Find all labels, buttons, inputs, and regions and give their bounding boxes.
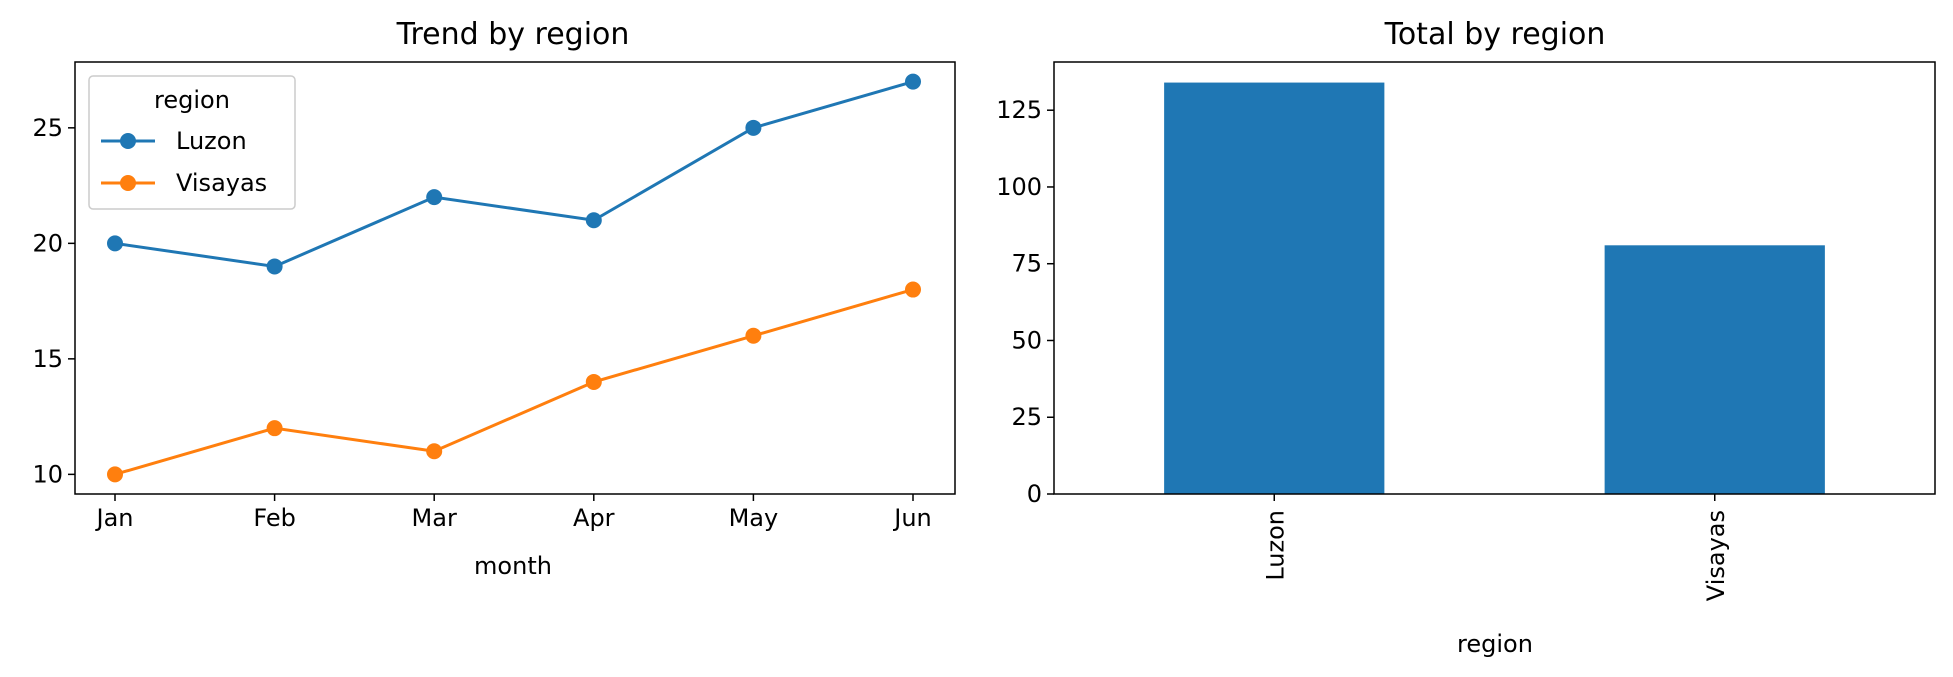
line-chart-x-axis-label: month	[474, 552, 552, 580]
y-tick-label: 0	[1027, 480, 1042, 508]
x-tick-label: Luzon	[1261, 510, 1289, 581]
x-tick-label: Jan	[95, 504, 134, 532]
y-tick-label: 10	[32, 460, 63, 488]
data-point-luzon-feb	[266, 258, 283, 275]
y-tick-label: 25	[1011, 403, 1042, 431]
data-point-luzon-jan	[107, 235, 123, 252]
x-tick-label: Visayas	[1702, 510, 1730, 601]
data-point-luzon-mar	[426, 189, 443, 206]
y-tick-label: 75	[1011, 250, 1042, 278]
legend-box	[88, 75, 296, 210]
legend-label: Visayas	[176, 169, 267, 197]
data-point-luzon-jun	[905, 73, 921, 90]
data-point-luzon-apr	[585, 212, 602, 229]
data-point-visayas-apr	[585, 373, 602, 390]
data-point-visayas-may	[745, 327, 762, 344]
legend-item-luzon: Luzon	[101, 127, 247, 155]
x-tick-label: Feb	[253, 504, 296, 532]
series-line-visayas	[114, 288, 914, 476]
series-line-luzon	[114, 80, 914, 268]
bar-chart-title: Total by region	[1384, 17, 1606, 52]
legend-swatch-marker	[120, 133, 136, 149]
x-tick-label: Apr	[573, 504, 615, 532]
line-chart: Trend by region 10 15 20 25 Jan Feb Mar Apr May J…	[32, 17, 956, 580]
line-chart-plot-area: 10 15 20 25 Jan Feb Mar Apr May Jun region Luzon Vis…	[32, 61, 956, 532]
y-tick-label: 15	[32, 345, 63, 373]
bar-chart-frame	[1053, 61, 1936, 495]
x-tick-label: May	[729, 504, 779, 532]
y-tick-label: 100	[996, 173, 1042, 201]
y-tick-label: 25	[32, 114, 63, 142]
data-point-visayas-feb	[266, 420, 283, 437]
bar-visayas	[1604, 245, 1825, 494]
data-point-visayas-jan	[107, 466, 123, 483]
bar-chart-x-axis-label: region	[1457, 630, 1533, 658]
y-tick-label: 125	[996, 96, 1042, 124]
legend-swatch-marker	[120, 175, 136, 191]
x-tick-label: Jun	[892, 504, 932, 532]
bar-luzon	[1164, 82, 1385, 495]
y-tick-label: 50	[1011, 326, 1042, 354]
legend-title: region	[154, 86, 230, 114]
legend-item-visayas: Visayas	[101, 169, 267, 197]
bar-chart: Total by region 0 25 50 75 100 125 Luzon Visaya…	[996, 17, 1936, 658]
line-chart-legend: region Luzon Visayas	[88, 75, 296, 210]
line-chart-frame	[74, 61, 956, 495]
legend-label: Luzon	[176, 127, 247, 155]
bar-chart-plot-area: 0 25 50 75 100 125 Luzon Visayas	[996, 61, 1936, 601]
data-point-luzon-may	[745, 119, 762, 136]
line-chart-title: Trend by region	[396, 17, 630, 52]
data-point-visayas-mar	[426, 443, 443, 460]
y-tick-label: 20	[32, 229, 63, 257]
x-tick-label: Mar	[412, 504, 457, 532]
data-point-visayas-jun	[905, 281, 921, 298]
